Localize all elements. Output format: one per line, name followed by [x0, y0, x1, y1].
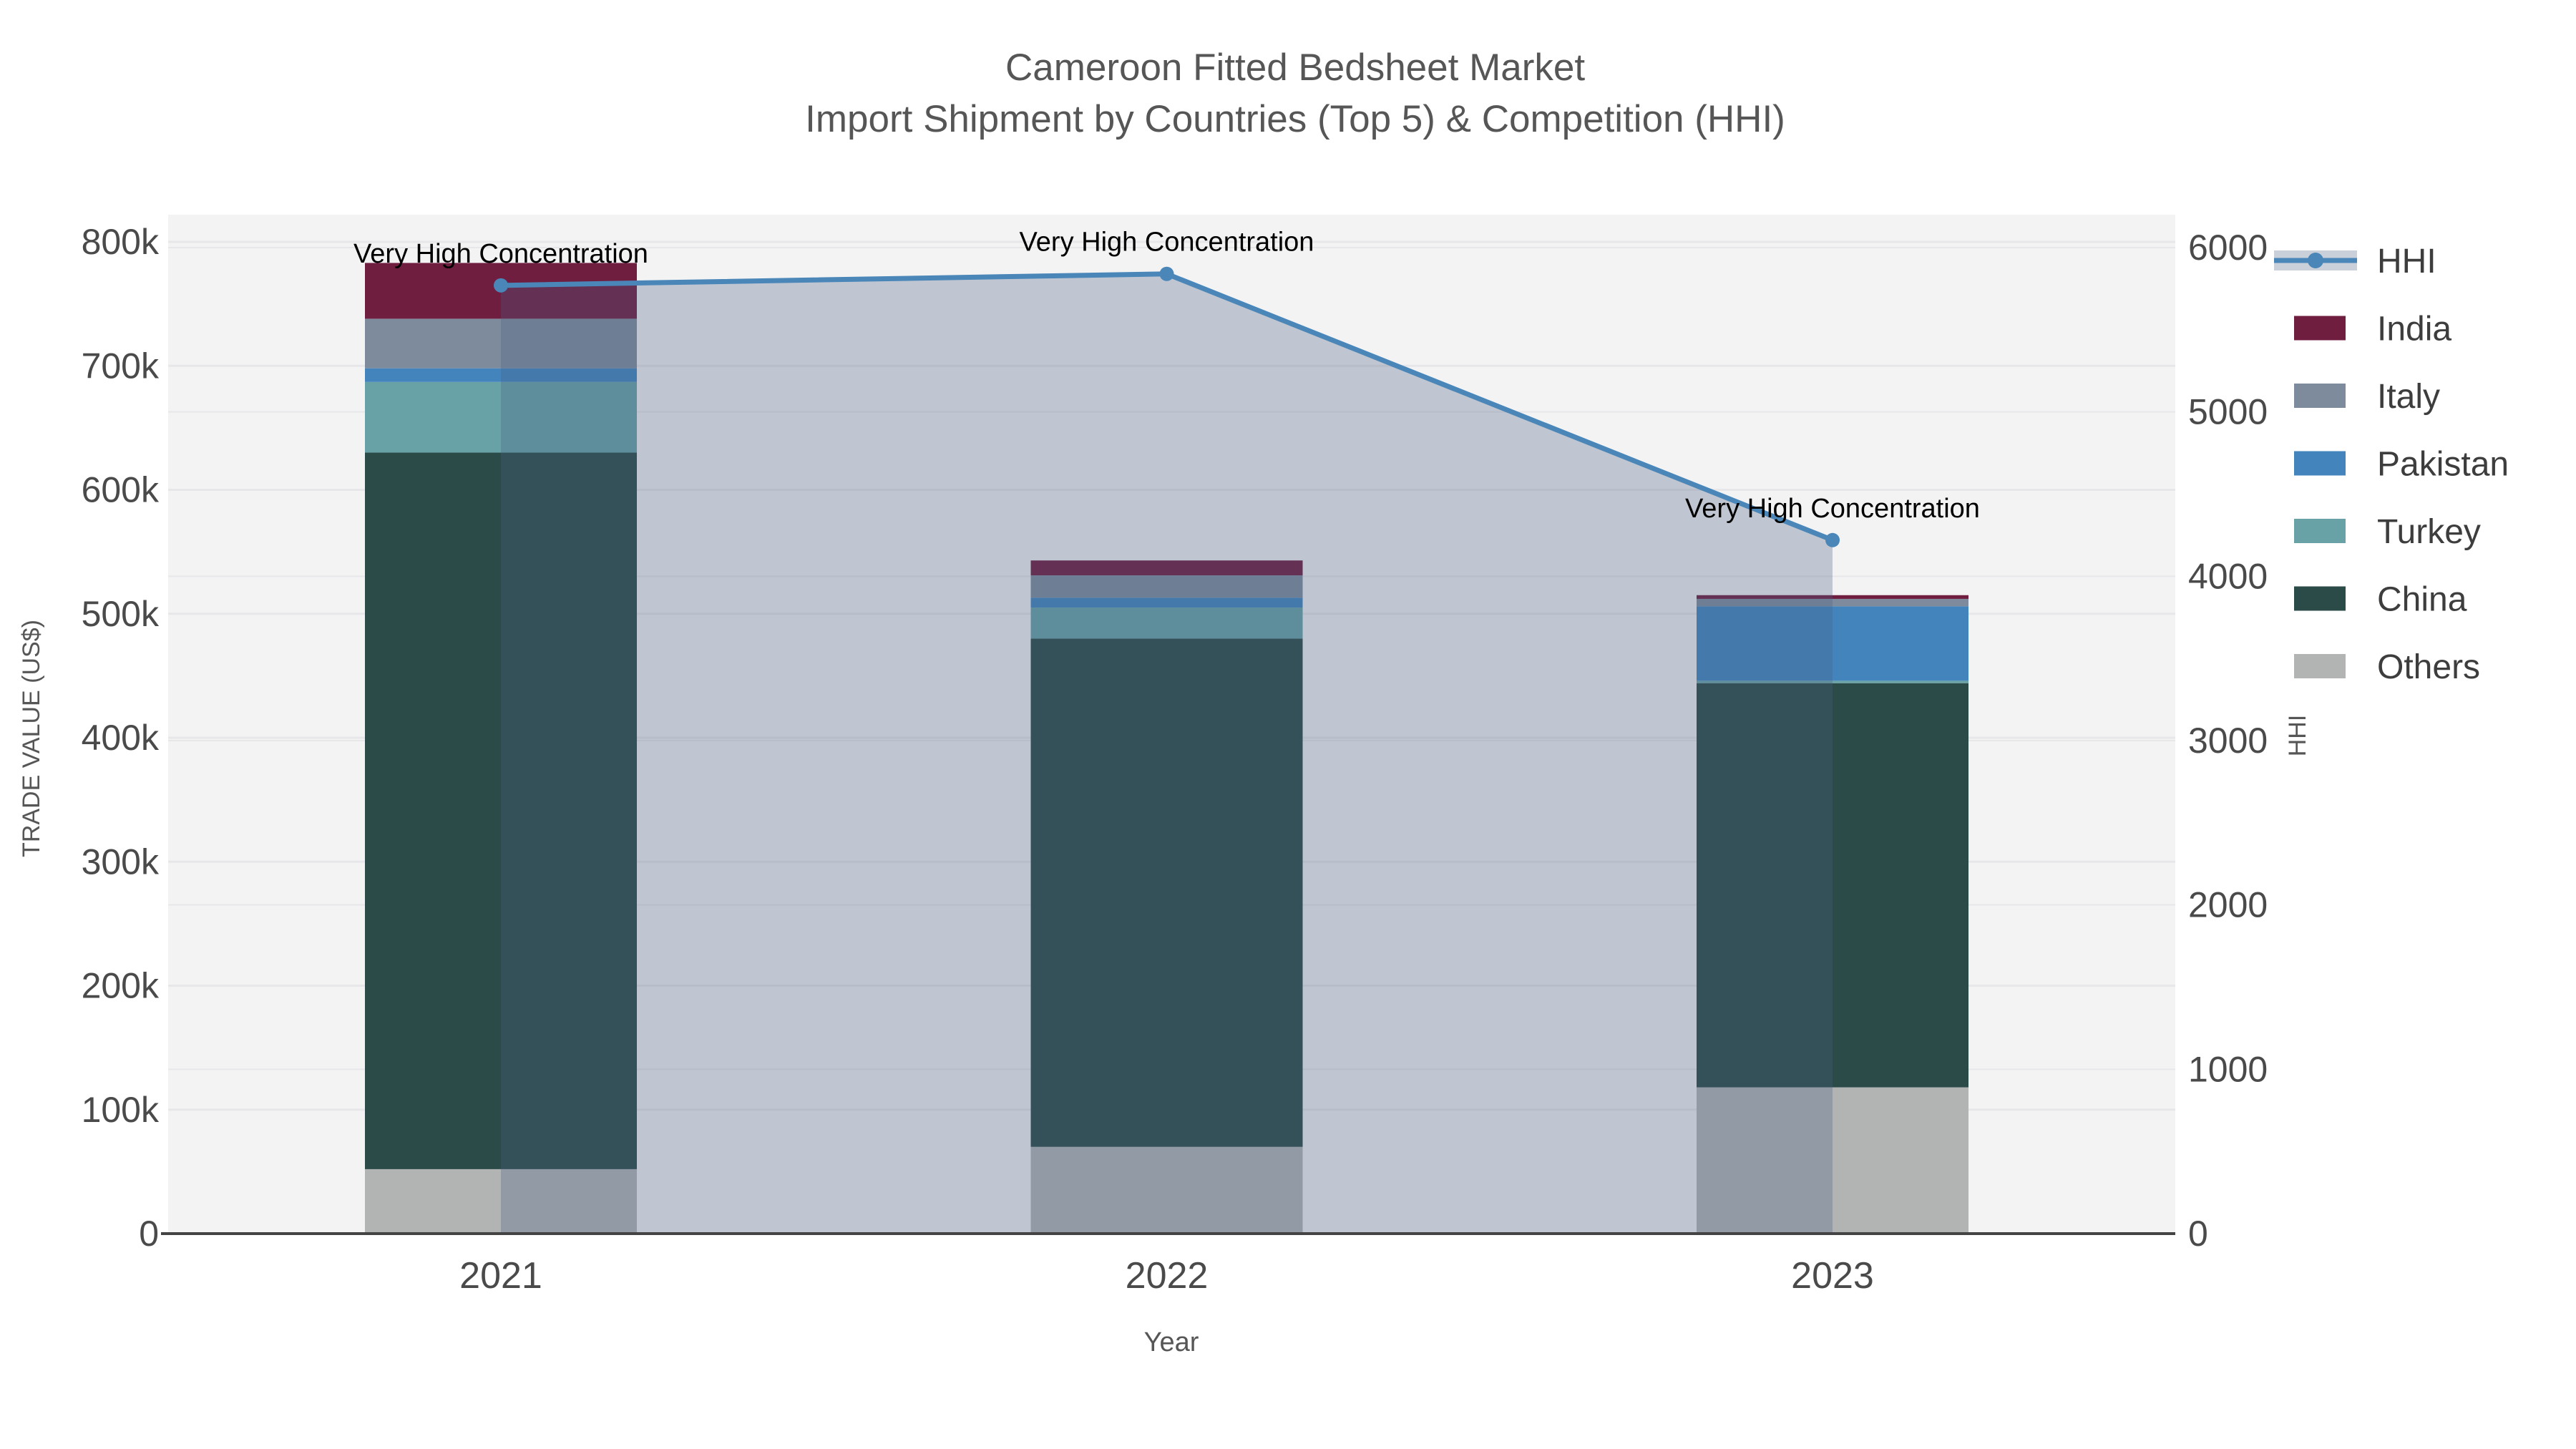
hhi-marker-2022[interactable] [1159, 266, 1174, 281]
legend-item-turkey[interactable]: Turkey [2294, 513, 2481, 551]
y-left-tick-label-100k: 100k [82, 1090, 160, 1130]
x-tick-label-2023: 2023 [1791, 1255, 1874, 1297]
y-left-tick-label-500k: 500k [82, 594, 160, 634]
x-tick-label-2021: 2021 [459, 1255, 542, 1297]
hhi-marker-2023[interactable] [1825, 532, 1840, 547]
bar-segment-others-2021[interactable] [365, 1169, 637, 1234]
y-right-tick-label-2000: 2000 [2188, 885, 2268, 925]
bar-segment-turkey-2021[interactable] [365, 381, 637, 453]
legend-label-turkey: Turkey [2377, 513, 2481, 551]
y-left-tick-label-300k: 300k [82, 841, 160, 882]
y-right-axis-title: HHI [2284, 715, 2311, 757]
y-left-tick-label-400k: 400k [82, 718, 160, 758]
legend-item-italy[interactable]: Italy [2294, 378, 2440, 416]
legend-label-hhi: HHI [2377, 243, 2436, 280]
hhi-marker-2021[interactable] [494, 278, 508, 293]
legend-label-others: Others [2377, 648, 2480, 686]
y-left-tick-label-800k: 800k [82, 222, 160, 262]
bar-segment-turkey-2023[interactable] [1697, 680, 1968, 683]
annotation-2021: Very High Concentration [353, 239, 648, 269]
bar-segment-china-2022[interactable] [1030, 638, 1303, 1147]
y-left-tick-label-700k: 700k [82, 346, 160, 386]
annotation-2023: Very High Concentration [1685, 494, 1980, 524]
legend-label-india: India [2377, 311, 2451, 348]
y-left-axis-title: TRADE VALUE (US$) [18, 620, 45, 857]
legend: HHI India Italy Pakistan Turkey China Others [2274, 243, 2509, 686]
legend-item-china[interactable]: China [2294, 581, 2467, 619]
hhi-area [501, 273, 1833, 1234]
legend-label-italy: Italy [2377, 378, 2440, 416]
y-right-tick-label-4000: 4000 [2188, 556, 2268, 596]
bar-segment-china-2021[interactable] [365, 452, 637, 1169]
legend-swatch-china [2294, 586, 2346, 611]
legend-marker-hhi [2308, 253, 2323, 268]
legend-item-hhi[interactable]: HHI [2274, 243, 2436, 280]
legend-item-pakistan[interactable]: Pakistan [2294, 446, 2509, 484]
legend-item-others[interactable]: Others [2294, 648, 2480, 686]
bar-segment-italy-2023[interactable] [1697, 598, 1968, 607]
y-left-tick-label-0: 0 [139, 1214, 159, 1254]
hhi-line-layer [494, 266, 1840, 547]
legend-swatch-pakistan [2294, 451, 2346, 476]
y-right-tick-label-3000: 3000 [2188, 721, 2268, 761]
y-right-tick-label-0: 0 [2188, 1214, 2208, 1254]
bar-series [365, 263, 1968, 1234]
bar-segment-pakistan-2022[interactable] [1030, 597, 1303, 608]
legend-item-india[interactable]: India [2294, 311, 2451, 348]
legend-swatch-others [2294, 654, 2346, 678]
bar-segment-italy-2021[interactable] [365, 318, 637, 369]
bar-segment-turkey-2022[interactable] [1030, 608, 1303, 639]
hhi-area-layer [501, 273, 1833, 1234]
legend-swatch-italy [2294, 384, 2346, 408]
bar-segment-italy-2022[interactable] [1030, 575, 1303, 598]
legend-swatch-india [2294, 316, 2346, 341]
bar-segment-india-2022[interactable] [1030, 560, 1303, 576]
x-axis-title: Year [1144, 1327, 1199, 1357]
y-left-tick-label-600k: 600k [82, 470, 160, 510]
bar-segment-others-2022[interactable] [1030, 1146, 1303, 1234]
tick-labels: 0 100k 200k 300k 400k 500k 600k 700k 800k 0 1000 20… [82, 222, 2268, 1297]
y-right-tick-label-1000: 1000 [2188, 1049, 2268, 1089]
bar-segment-china-2023[interactable] [1697, 683, 1968, 1088]
legend-label-pakistan: Pakistan [2377, 446, 2509, 484]
annotations: Very High Concentration Very High Concent… [353, 228, 1980, 524]
bar-segment-pakistan-2021[interactable] [365, 368, 637, 382]
annotation-2022: Very High Concentration [1020, 228, 1314, 258]
chart-title-line-2: Import Shipment by Countries (Top 5) & C… [805, 98, 1785, 140]
y-left-tick-label-200k: 200k [82, 966, 160, 1006]
legend-label-china: China [2377, 581, 2467, 619]
bar-segment-pakistan-2023[interactable] [1697, 606, 1968, 681]
chart-title-line-1: Cameroon Fitted Bedsheet Market [1005, 47, 1585, 89]
y-right-tick-label-6000: 6000 [2188, 228, 2268, 268]
legend-swatch-turkey [2294, 519, 2346, 543]
bar-segment-others-2023[interactable] [1697, 1087, 1968, 1234]
bar-segment-india-2023[interactable] [1697, 595, 1968, 599]
y-right-tick-label-5000: 5000 [2188, 392, 2268, 432]
x-tick-label-2022: 2022 [1126, 1255, 1209, 1297]
